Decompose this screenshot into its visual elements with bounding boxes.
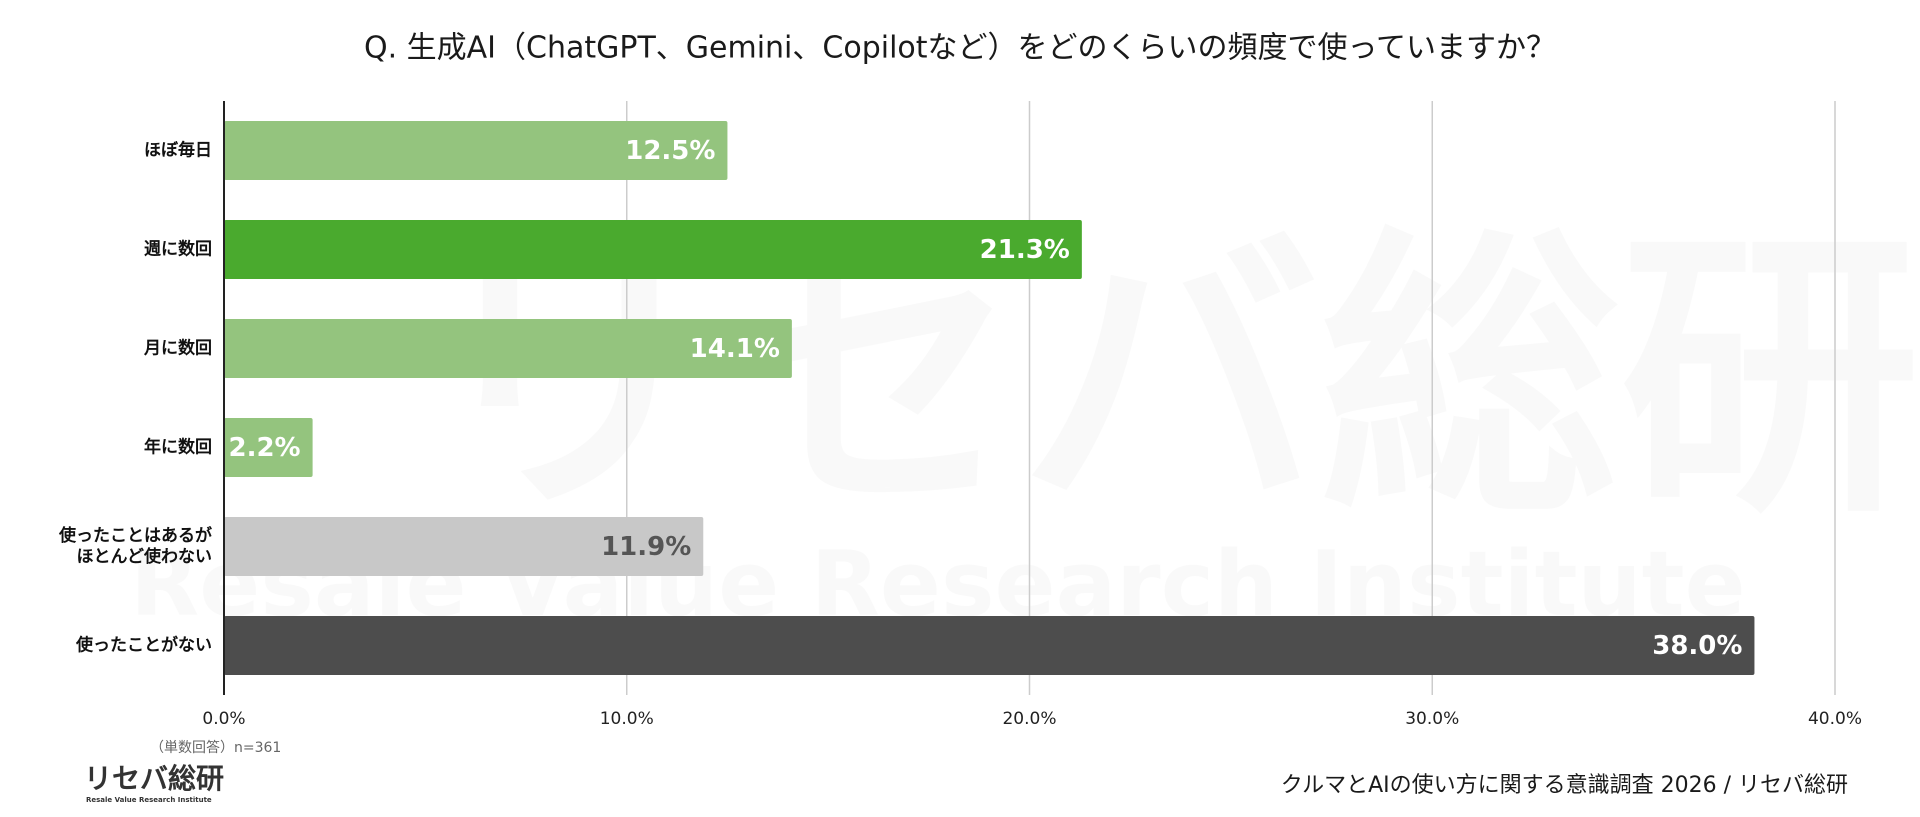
value-label: 2.2% (228, 433, 300, 463)
value-label: 11.9% (601, 532, 691, 562)
value-label: 14.1% (690, 334, 780, 364)
x-tick-label: 20.0% (1002, 709, 1056, 729)
note: （単数回答）n=361 (150, 739, 281, 756)
x-tick-label: 0.0% (202, 709, 245, 729)
value-label: 38.0% (1652, 631, 1742, 661)
x-tick-label: 30.0% (1405, 709, 1459, 729)
y-tick-label: 使ったことはあるが (58, 525, 212, 546)
bar (224, 418, 313, 477)
y-tick-label: 年に数回 (144, 437, 212, 458)
bar (224, 319, 792, 378)
value-label: 12.5% (625, 136, 715, 166)
chart-title: Q. 生成AI（ChatGPT、Gemini、Copilotなど）をどのくらいの… (364, 31, 1556, 66)
y-tick-label: 使ったことがない (75, 635, 212, 656)
source: クルマとAIの使い方に関する意識調査 2026 / リセバ総研 (1281, 773, 1848, 798)
bar (224, 616, 1755, 675)
y-tick-label: 週に数回 (144, 239, 212, 260)
y-tick-label: 月に数回 (143, 338, 212, 359)
y-tick-label: ほとんど使わない (77, 546, 213, 567)
bar (224, 220, 1082, 279)
bar (224, 121, 728, 180)
y-tick-label: ほぼ毎日 (144, 140, 212, 161)
value-label: 21.3% (980, 235, 1070, 265)
logo: リセバ総研 (84, 762, 224, 795)
x-tick-label: 10.0% (600, 709, 654, 729)
logo-subtitle: Resale Value Research Institute (86, 796, 212, 804)
bar (224, 517, 704, 576)
x-tick-label: 40.0% (1808, 709, 1862, 729)
